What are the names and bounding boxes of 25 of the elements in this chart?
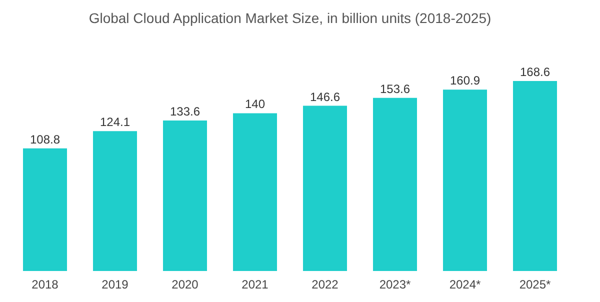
- bar: [303, 106, 347, 271]
- data-label: 153.6: [380, 82, 410, 96]
- x-tick-label: 2022: [312, 278, 339, 292]
- data-label: 146.6: [310, 90, 340, 104]
- x-tick-label: 2024*: [449, 278, 482, 292]
- bar: [93, 131, 137, 271]
- data-label: 133.6: [170, 104, 200, 118]
- bar: [443, 90, 487, 271]
- bar: [163, 120, 207, 271]
- bar: [23, 148, 67, 271]
- data-label: 124.1: [100, 115, 130, 130]
- data-label: 140: [244, 97, 266, 112]
- bar: [233, 113, 277, 271]
- x-tick-label: 2023*: [379, 278, 412, 292]
- x-tick-label: 2021: [242, 278, 269, 292]
- bar: [373, 98, 417, 271]
- x-tick-label: 2018: [32, 278, 59, 292]
- data-label: 160.9: [450, 74, 480, 88]
- data-label: 168.6: [520, 65, 550, 79]
- data-label: 108.8: [30, 132, 60, 146]
- x-tick-label: 2025*: [519, 278, 552, 292]
- x-tick-label: 2019: [102, 278, 129, 292]
- bar: [513, 81, 557, 271]
- x-tick-label: 2020: [172, 278, 199, 292]
- chart-title: Global Cloud Application Market Size, in billion units (2018-2025): [88, 10, 492, 26]
